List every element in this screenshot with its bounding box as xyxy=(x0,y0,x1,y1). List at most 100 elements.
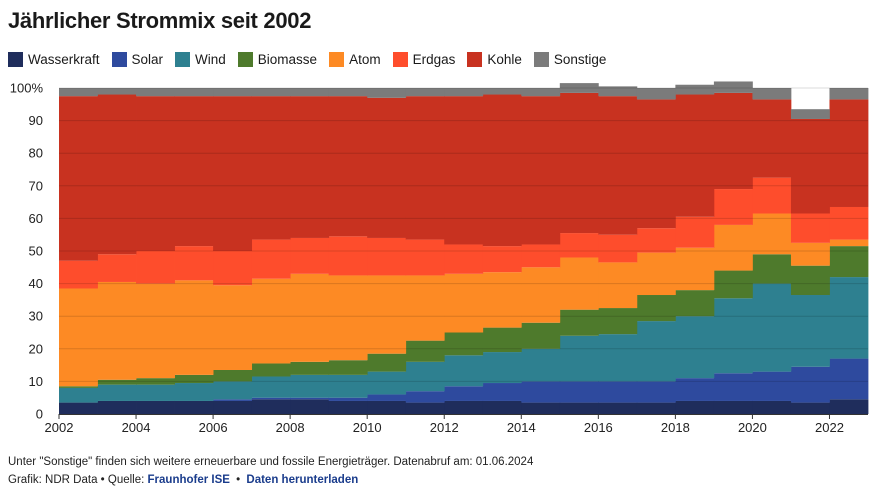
area-segment xyxy=(521,88,561,97)
area-segment xyxy=(559,233,599,258)
area-segment xyxy=(790,213,830,243)
x-tick-label: 2016 xyxy=(584,420,613,435)
legend-item: Sonstige xyxy=(533,51,607,67)
area-segment xyxy=(636,381,676,403)
area-segment xyxy=(174,96,214,247)
area-segment xyxy=(636,295,676,322)
area-segment xyxy=(636,321,676,382)
y-tick-label: 30 xyxy=(29,309,43,324)
legend-swatch xyxy=(392,51,408,67)
legend-label: Kohle xyxy=(487,51,522,67)
area-segment xyxy=(636,402,676,414)
area-segment xyxy=(290,397,330,400)
area-segment xyxy=(97,281,137,380)
area-segment xyxy=(136,400,175,414)
area-segment xyxy=(559,381,599,403)
area-segment xyxy=(713,92,753,190)
series-wasserkraft xyxy=(59,399,869,414)
x-tick-label: 2008 xyxy=(276,420,305,435)
area-segment xyxy=(675,247,715,291)
legend-swatch xyxy=(175,51,191,67)
y-tick-label: 20 xyxy=(29,341,43,356)
legend-label: Solar xyxy=(131,51,164,67)
area-segment xyxy=(405,340,445,362)
legend-label: Atom xyxy=(349,51,381,67)
area-segment xyxy=(136,88,175,97)
area-segment xyxy=(675,94,715,217)
area-segment xyxy=(829,239,869,247)
area-segment xyxy=(598,381,638,403)
download-data-link[interactable]: Daten herunterladen xyxy=(246,474,359,486)
area-segment xyxy=(790,118,830,214)
area-segment xyxy=(482,400,522,414)
area-segment xyxy=(598,262,638,309)
x-tick-label: 2022 xyxy=(815,420,844,435)
area-segment xyxy=(444,273,484,333)
area-segment xyxy=(521,96,561,245)
area-segment xyxy=(752,177,792,214)
footnote: Unter "Sonstige" finden sich weitere ern… xyxy=(8,456,534,468)
area-segment xyxy=(405,96,445,240)
area-segment xyxy=(829,358,869,400)
area-segment xyxy=(790,295,830,367)
series-wind xyxy=(59,277,869,403)
area-segment xyxy=(790,366,830,403)
area-segment xyxy=(251,376,291,398)
legend-swatch xyxy=(533,51,549,67)
area-segment xyxy=(598,308,638,335)
area-segment xyxy=(713,400,753,414)
legend-label: Wasserkraft xyxy=(28,51,100,67)
area-segment xyxy=(290,361,330,375)
area-segment xyxy=(136,96,175,252)
area-segment xyxy=(174,374,214,384)
y-tick-label: 40 xyxy=(29,276,43,291)
area-segment xyxy=(521,348,561,382)
legend-label: Sonstige xyxy=(553,51,607,67)
area-segment xyxy=(790,402,830,414)
area-segment xyxy=(97,88,137,95)
area-segment xyxy=(444,88,484,97)
area-segment xyxy=(328,88,368,97)
area-segment xyxy=(559,309,599,336)
area-segment xyxy=(713,189,753,225)
area-segment xyxy=(482,352,522,384)
y-tick-label: 60 xyxy=(29,211,43,226)
legend-swatch xyxy=(8,51,23,67)
area-segment xyxy=(675,378,715,401)
area-segment xyxy=(328,360,368,375)
area-segment xyxy=(213,251,253,286)
area-segment xyxy=(636,99,676,229)
area-segment xyxy=(444,244,484,274)
area-segment xyxy=(328,275,368,361)
area-segment xyxy=(405,239,445,276)
legend-item: Wind xyxy=(175,51,226,67)
area-segment xyxy=(251,397,291,400)
legend-swatch xyxy=(329,51,345,67)
area-segment xyxy=(559,92,599,234)
area-segment xyxy=(251,88,291,97)
area-segment xyxy=(829,246,869,278)
area-segment xyxy=(559,335,599,382)
y-tick-label: 50 xyxy=(29,244,43,259)
area-segment xyxy=(482,94,522,247)
area-segment xyxy=(136,251,175,284)
source-link[interactable]: Fraunhofer ISE xyxy=(147,474,230,486)
legend-item: Atom xyxy=(329,51,381,67)
x-tick-label: 2010 xyxy=(353,420,382,435)
area-segment xyxy=(675,316,715,379)
area-segment xyxy=(521,267,561,323)
area-segment xyxy=(59,96,98,261)
legend-label: Erdgas xyxy=(412,51,456,67)
area-segment xyxy=(328,96,368,237)
area-segment xyxy=(675,216,715,248)
x-tick-label: 2012 xyxy=(430,420,459,435)
x-tick-label: 2014 xyxy=(507,420,536,435)
series-solar xyxy=(213,358,869,403)
area-segment xyxy=(675,84,715,95)
y-tick-label: 80 xyxy=(29,146,43,161)
y-tick-label: 100% xyxy=(10,81,44,96)
y-tick-label: 70 xyxy=(29,178,43,193)
x-tick-label: 2002 xyxy=(45,420,74,435)
x-tick-label: 2020 xyxy=(738,420,767,435)
area-segment xyxy=(829,88,869,100)
